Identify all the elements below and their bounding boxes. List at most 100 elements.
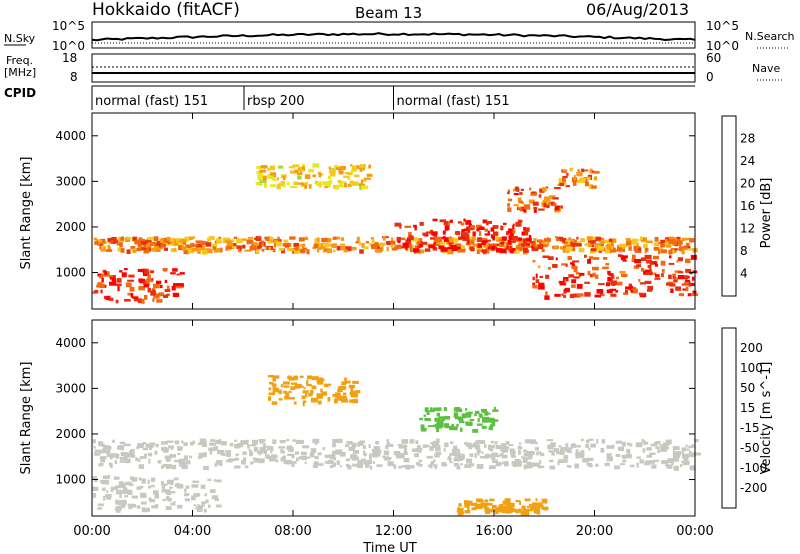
data-pixel	[185, 485, 190, 489]
data-pixel	[456, 408, 463, 413]
data-pixel	[322, 447, 326, 450]
data-pixel	[672, 273, 676, 277]
data-pixel	[290, 447, 294, 451]
data-pixel	[375, 449, 382, 454]
data-pixel	[377, 245, 380, 249]
data-pixel	[532, 260, 536, 263]
data-pixel	[354, 174, 360, 178]
data-pixel	[302, 390, 309, 394]
data-pixel	[153, 245, 161, 251]
data-pixel	[475, 444, 481, 450]
data-pixel	[476, 464, 484, 469]
data-pixel	[269, 382, 274, 385]
data-pixel	[121, 484, 126, 488]
data-pixel	[644, 280, 652, 284]
data-pixel	[614, 465, 617, 469]
data-pixel	[487, 246, 491, 250]
data-pixel	[107, 453, 114, 458]
data-pixel	[217, 451, 222, 455]
data-pixel	[626, 244, 632, 247]
colorbar-tick-label: 24	[740, 154, 755, 168]
data-pixel	[592, 236, 596, 241]
data-pixel	[445, 426, 452, 429]
data-pixel	[607, 270, 611, 275]
data-pixel	[327, 383, 332, 386]
data-pixel	[259, 169, 267, 173]
x-tick-label: 00:00	[73, 524, 110, 539]
data-pixel	[490, 418, 496, 422]
data-pixel	[678, 271, 684, 274]
data-pixel	[461, 453, 464, 458]
data-pixel	[518, 449, 521, 455]
data-pixel	[570, 262, 575, 265]
data-pixel	[229, 246, 236, 249]
data-pixel	[689, 452, 695, 458]
data-pixel	[387, 461, 394, 467]
data-pixel	[683, 237, 690, 241]
data-pixel	[633, 287, 636, 290]
data-pixel	[259, 447, 267, 452]
data-pixel	[606, 282, 611, 287]
data-pixel	[374, 451, 381, 457]
data-pixel	[448, 242, 453, 247]
data-pixel	[605, 249, 612, 254]
data-pixel	[419, 417, 423, 421]
data-pixel	[666, 245, 672, 248]
data-pixel	[538, 208, 545, 211]
data-pixel	[588, 243, 592, 246]
data-pixel	[561, 293, 564, 296]
data-pixel	[280, 449, 284, 454]
data-pixel	[99, 456, 107, 459]
data-pixel	[154, 294, 158, 299]
data-pixel	[181, 246, 187, 251]
data-pixel	[266, 445, 273, 451]
data-pixel	[337, 438, 343, 444]
data-pixel	[280, 384, 284, 388]
data-pixel	[521, 243, 526, 247]
data-pixel	[626, 448, 630, 454]
data-pixel	[294, 451, 299, 455]
data-pixel	[521, 231, 526, 236]
data-pixel	[274, 243, 277, 248]
data-pixel	[545, 274, 550, 279]
data-pixel	[628, 283, 632, 287]
data-pixel	[463, 218, 466, 222]
data-pixel	[661, 460, 668, 465]
data-pixel	[559, 451, 565, 455]
data-pixel	[278, 389, 282, 395]
data-pixel	[184, 488, 187, 493]
data-pixel	[197, 442, 203, 446]
data-pixel	[130, 476, 135, 480]
data-pixel	[332, 442, 336, 448]
data-pixel	[386, 241, 391, 246]
data-pixel	[336, 167, 341, 170]
data-pixel	[554, 205, 560, 211]
data-pixel	[501, 444, 504, 449]
data-pixel	[460, 222, 465, 226]
data-pixel	[515, 186, 519, 191]
data-pixel	[259, 450, 264, 454]
data-pixel	[653, 441, 658, 447]
data-pixel	[346, 172, 353, 175]
data-pixel	[282, 183, 286, 188]
data-pixel	[465, 236, 470, 241]
data-pixel	[258, 458, 265, 464]
data-pixel	[154, 450, 158, 455]
data-pixel	[149, 241, 157, 246]
data-pixel	[669, 283, 676, 287]
data-pixel	[530, 191, 537, 196]
data-pixel	[140, 247, 144, 251]
data-pixel	[154, 236, 159, 241]
data-pixel	[535, 279, 540, 283]
data-pixel	[554, 293, 561, 297]
data-pixel	[672, 458, 679, 462]
data-pixel	[100, 238, 106, 244]
data-pixel	[119, 445, 124, 450]
cpid-label: CPID	[4, 86, 36, 100]
data-pixel	[383, 450, 390, 455]
data-pixel	[674, 237, 677, 241]
data-pixel	[449, 237, 455, 243]
data-pixel	[481, 504, 488, 507]
data-pixel	[639, 459, 644, 464]
data-pixel	[291, 463, 295, 467]
